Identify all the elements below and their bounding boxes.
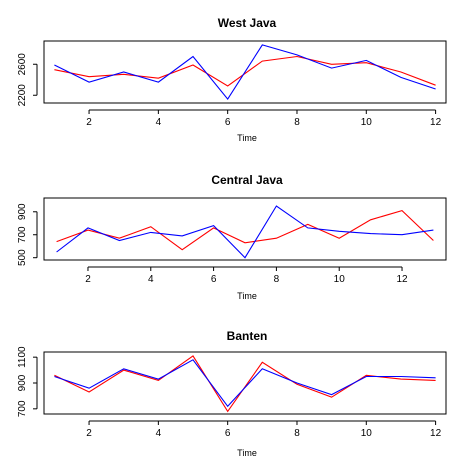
series-line-1: [54, 355, 436, 413]
x-tick-label: 6: [211, 274, 217, 285]
plot-frame: [43, 40, 447, 104]
x-tick-label: 10: [361, 428, 373, 439]
y-tick-label: 2600: [17, 53, 28, 76]
panel-banten: Banten 2 4 6 8 10 12 700 900 1100 Time: [17, 329, 447, 458]
x-tick-label: 8: [294, 428, 300, 439]
plot-marks: 2 4 6 8 10 12 500 700 900: [17, 203, 434, 285]
panel-central-java: Central Java 2 4 6 8 10 12 500 700 900 Time: [17, 173, 447, 301]
y-tick-label: 900: [17, 374, 28, 391]
plot-frame: [43, 351, 447, 415]
series-line-1: [54, 55, 436, 87]
y-tick-label: 700: [17, 400, 28, 417]
x-tick-label: 12: [430, 117, 442, 128]
x-tick-label: 2: [86, 428, 92, 439]
y-tick-label: 2200: [17, 84, 28, 107]
x-axis-label: Time: [237, 448, 257, 458]
series-line-2: [54, 44, 436, 101]
x-tick-label: 4: [156, 117, 162, 128]
series-line-2: [56, 205, 434, 259]
y-tick-label: 700: [17, 226, 28, 243]
panel-title: Central Java: [211, 173, 283, 187]
plot-frame: [43, 197, 447, 261]
plot-marks: 2 4 6 8 10 12 700 900 1100: [17, 346, 442, 439]
panel-title: West Java: [218, 16, 277, 30]
x-axis-label: Time: [237, 133, 257, 143]
x-tick-label: 12: [396, 274, 408, 285]
x-tick-label: 10: [361, 117, 373, 128]
x-tick-label: 10: [334, 274, 346, 285]
y-tick-label: 1100: [17, 346, 28, 368]
x-tick-label: 6: [225, 428, 231, 439]
series-line-1: [56, 209, 434, 251]
panel-west-java: West Java 2 4 6 8 10 12 2200 2600 Time: [17, 16, 447, 143]
panel-title: Banten: [227, 329, 268, 343]
y-tick-label: 900: [17, 203, 28, 220]
x-tick-label: 8: [294, 117, 300, 128]
x-tick-label: 6: [225, 117, 231, 128]
plot-marks: 2 4 6 8 10 12 2200 2600: [17, 44, 442, 128]
x-axis-label: Time: [237, 291, 257, 301]
x-tick-label: 4: [156, 428, 162, 439]
x-tick-label: 2: [85, 274, 91, 285]
x-tick-label: 4: [148, 274, 154, 285]
y-tick-label: 500: [17, 249, 28, 266]
x-tick-label: 12: [430, 428, 442, 439]
series-line-2: [54, 359, 436, 408]
x-tick-label: 2: [86, 117, 92, 128]
x-tick-label: 8: [274, 274, 280, 285]
